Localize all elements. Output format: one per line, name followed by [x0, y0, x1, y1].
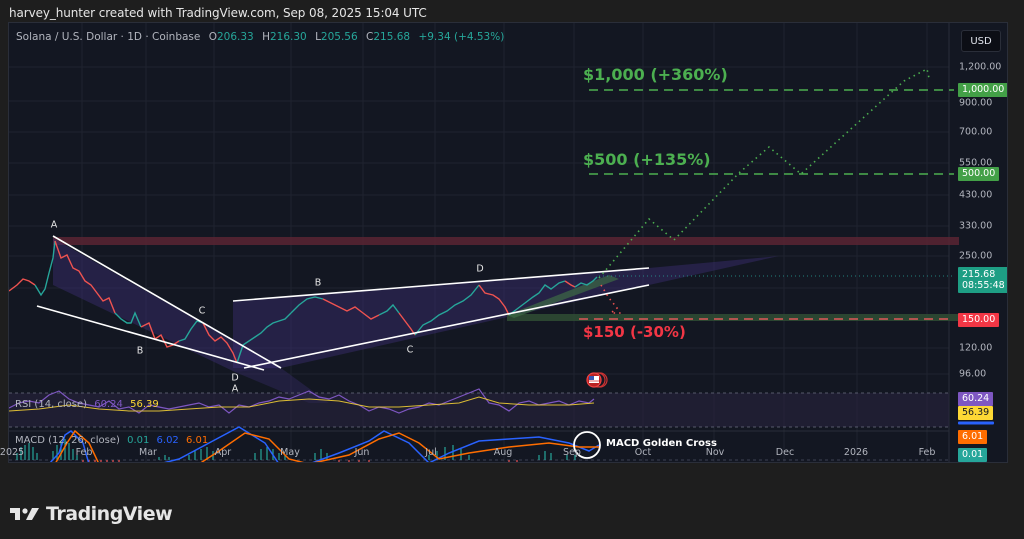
macd-golden-cross-marker	[573, 431, 601, 459]
wave-label-d2: D	[476, 263, 484, 275]
us-flag-event-icon	[586, 372, 608, 388]
time-tick: Oct	[634, 447, 652, 458]
symbol-title: Solana / U.S. Dollar · 1D · Coinbase	[16, 31, 201, 43]
tradingview-brand: TradingView	[10, 503, 173, 525]
time-tick: May	[280, 447, 300, 458]
histogram-value-tag: 0.01	[958, 448, 988, 462]
bar-countdown: 08:55:48	[962, 280, 1005, 291]
time-tick: Aug	[493, 447, 513, 458]
demand-zone	[507, 314, 959, 321]
time-tick: Sep	[563, 447, 581, 458]
trendlines	[36, 235, 650, 371]
stop-150-tag: 150.00	[958, 313, 1000, 327]
wave-label-b2: B	[314, 277, 322, 289]
time-tick: 2026	[843, 447, 869, 458]
bullish-projection	[598, 67, 930, 279]
time-tick: Jun	[354, 447, 370, 458]
currency-button[interactable]: USD	[961, 30, 1001, 52]
macd-hist-value: 0.01	[127, 435, 150, 446]
time-tick: Apr	[214, 447, 232, 458]
macd-title: MACD (12, 26, close)	[15, 435, 120, 446]
change-value: +9.34 (+4.53%)	[418, 31, 505, 43]
price-tick: 700.00	[959, 126, 993, 138]
wave-label-d: D	[231, 372, 239, 384]
price-tick: 900.00	[959, 97, 993, 109]
symbol-legend[interactable]: Solana / U.S. Dollar · 1D · Coinbase O20…	[16, 31, 505, 43]
rsi-line	[9, 388, 595, 414]
target-1000-annotation: $1,000 (+360%)	[583, 65, 728, 84]
wave-label-c: C	[198, 305, 206, 317]
macd-golden-cross-label: MACD Golden Cross	[606, 438, 717, 449]
rising-wedge-fill	[233, 256, 779, 368]
bearish-projection	[600, 284, 621, 314]
brand-name: TradingView	[46, 503, 173, 525]
price-tick: 330.00	[959, 220, 993, 232]
signal-value-tag: 6.01	[958, 430, 988, 444]
price-tick: 1,200.00	[959, 61, 1002, 73]
price-tick: 96.00	[959, 368, 987, 380]
wave-label-a2: A	[231, 383, 239, 395]
chart-credit: harvey_hunter created with TradingView.c…	[9, 6, 427, 20]
rsi-value: 60.24	[94, 399, 123, 410]
macd-signal-value: 6.01	[185, 435, 209, 446]
rsi-title: RSI (14, close)	[15, 399, 88, 410]
wave-label-b: B	[136, 345, 144, 357]
close-value: 215.68	[373, 31, 411, 43]
time-tick: Nov	[705, 447, 725, 458]
time-tick: 2025	[0, 447, 25, 458]
macd-line	[49, 426, 600, 462]
macd-value: 6.02	[156, 435, 179, 446]
price-tick: 430.00	[959, 189, 993, 201]
target-1000-tag: 1,000.00	[958, 83, 1007, 97]
chart-frame[interactable]: Solana / U.S. Dollar · 1D · Coinbase O20…	[8, 22, 1008, 463]
high-value: 216.30	[269, 31, 307, 43]
rsi-ma-value: 56.39	[130, 399, 159, 410]
rsi-legend[interactable]: RSI (14, close) 60.24 56.39	[15, 399, 159, 410]
target-500-annotation: $500 (+135%)	[583, 150, 711, 169]
resistance-zone	[53, 237, 959, 245]
rsi-value-tag: 60.24	[958, 392, 994, 406]
chart-canvas[interactable]	[9, 23, 1008, 463]
price-tick: 250.00	[959, 250, 993, 262]
time-tick: Dec	[775, 447, 795, 458]
tradingview-logo-icon	[10, 508, 39, 520]
low-value: 205.56	[320, 31, 358, 43]
wave-label-c2: C	[406, 344, 414, 356]
time-tick: Feb	[75, 447, 93, 458]
downside-150-annotation: $150 (-30%)	[583, 323, 686, 341]
current-price-tag: 215.68 08:55:48	[958, 267, 1007, 293]
open-value: 206.33	[216, 31, 254, 43]
price-candles	[9, 240, 598, 364]
falling-wedge-fill	[53, 238, 281, 372]
rsi-ma-line	[9, 396, 595, 412]
macd-value-tag	[958, 421, 994, 425]
signal-line	[55, 429, 599, 462]
time-tick: Mar	[139, 447, 157, 458]
time-tick: Feb	[918, 447, 936, 458]
macd-legend[interactable]: MACD (12, 26, close) 0.01 6.02 6.01	[15, 435, 208, 446]
time-tick: Jul	[425, 447, 437, 458]
price-tick: 550.00	[959, 157, 993, 169]
rsi-pane-band	[9, 393, 949, 427]
rsi-ma-value-tag: 56.39	[958, 406, 994, 420]
target-500-tag: 500.00	[958, 167, 1000, 181]
wave-label-a: A	[50, 219, 58, 231]
price-tick: 120.00	[959, 342, 993, 354]
current-price: 215.68	[962, 269, 996, 280]
